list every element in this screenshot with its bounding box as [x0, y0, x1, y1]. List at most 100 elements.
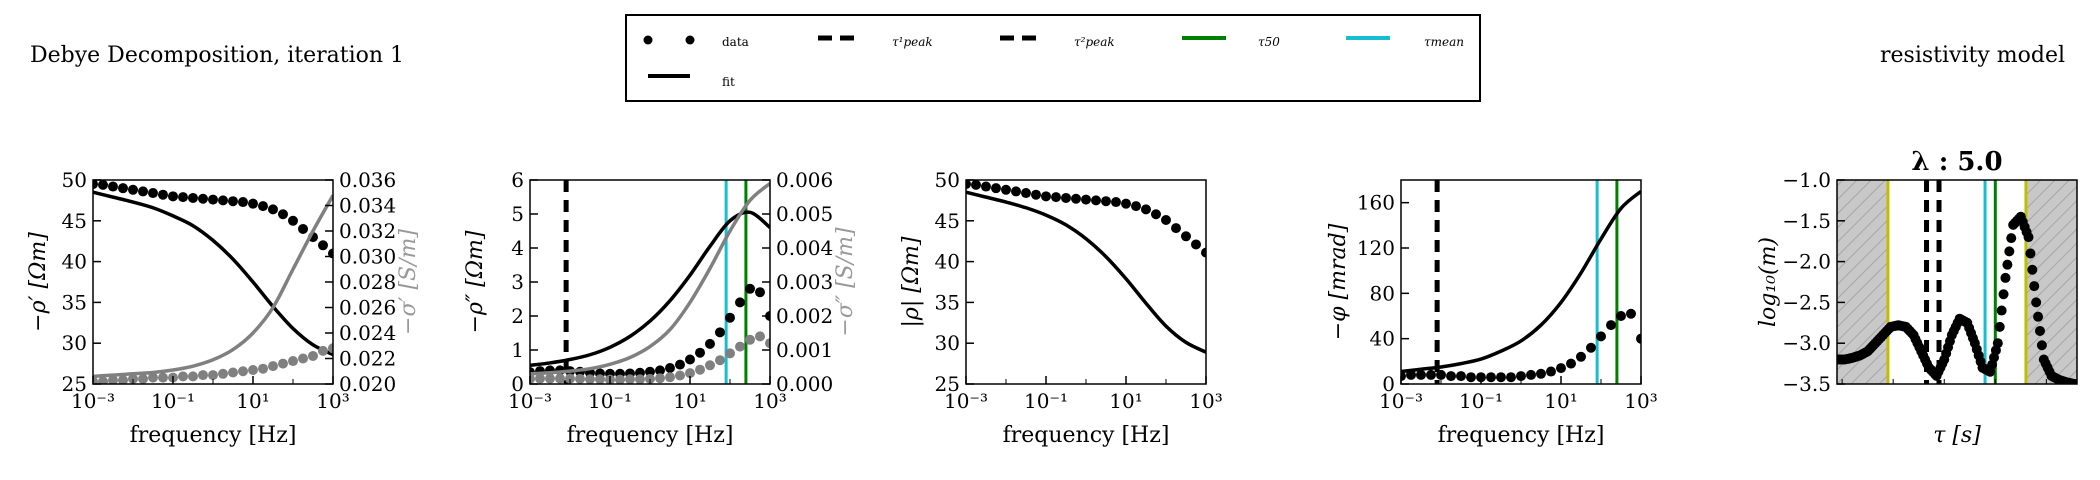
y-tick-label: 35	[62, 290, 87, 314]
data-point	[117, 183, 128, 194]
chart-phase: 10⁻³ 10⁻¹ 10¹ 10³ 0 40 80 120 160 frequency [Hz] −…	[1326, 179, 1658, 448]
series-line-1	[93, 190, 333, 357]
data-point	[1615, 311, 1626, 321]
data-point	[218, 195, 229, 206]
y-tick-label: 0	[511, 372, 524, 396]
data-point	[1401, 371, 1406, 382]
data-point	[1998, 289, 2009, 300]
data-point	[157, 372, 168, 383]
y-axis-label: |ρ| [Ωm]	[899, 236, 924, 327]
legend-label-tau50: τ50	[1258, 35, 1280, 49]
data-point	[1446, 371, 1457, 382]
data-point	[1505, 372, 1516, 383]
data-point	[277, 209, 288, 220]
data-point	[298, 353, 309, 364]
legend-label-taumean: τmean	[1424, 35, 1464, 49]
data-point	[980, 181, 991, 192]
legend-label-peak1: τ¹peak	[892, 35, 933, 49]
x-tick-label: 10³	[1624, 389, 1657, 413]
chart-title: λ : 5.0	[1911, 147, 2002, 177]
data-point	[1030, 189, 1041, 200]
data-point	[1996, 305, 2007, 316]
data-point	[307, 350, 318, 361]
axes-frame	[92, 179, 334, 385]
legend-frame	[625, 14, 1481, 102]
data-point	[704, 338, 715, 349]
data-point	[1545, 366, 1556, 377]
x-tick-label: 10⁻³	[944, 389, 988, 413]
y2-tick-label: 0.003	[776, 270, 833, 294]
x-tick-label: 10⁻³	[1379, 389, 1423, 413]
y-axis-label: −ρ″ [Ωm]	[463, 230, 488, 333]
data-point	[735, 341, 746, 352]
data-point	[1001, 184, 1011, 195]
data-point	[1436, 369, 1446, 380]
data-point	[704, 360, 715, 371]
data-point	[695, 364, 706, 375]
x-tick-label: 10⁻¹	[151, 389, 195, 413]
y2-tick-label: 0.028	[339, 270, 396, 294]
y-axis-label: −ρ′ [Ωm]	[26, 232, 51, 332]
data-point	[664, 363, 675, 374]
data-point	[1486, 372, 1497, 383]
data-point	[1011, 186, 1022, 197]
data-point	[1091, 195, 1102, 206]
data-point	[208, 370, 218, 381]
data-point	[1161, 214, 1171, 225]
data-point	[1150, 209, 1161, 220]
x-tick-label: 10¹	[1109, 389, 1142, 413]
data-point	[544, 373, 555, 384]
y-tick-label: 80	[1370, 281, 1395, 305]
plot-area	[530, 180, 770, 384]
data-point	[2006, 233, 2017, 244]
data-point	[1465, 372, 1476, 383]
series-line-1	[530, 210, 770, 368]
model-title: resistivity model	[1880, 43, 2065, 68]
data-point	[2036, 340, 2047, 351]
data-point	[187, 192, 198, 203]
y-tick-label: 50	[935, 168, 960, 192]
y-tick-label: 30	[62, 331, 87, 355]
y-tick-label: 0	[1382, 372, 1395, 396]
x-axis-label: frequency [Hz]	[1438, 423, 1605, 448]
data-point	[1081, 194, 1091, 205]
plot-area	[1837, 180, 2077, 384]
data-point	[735, 297, 746, 308]
data-point	[714, 355, 725, 366]
x-axis-label: frequency [Hz]	[1003, 423, 1170, 448]
y2-tick-label: 0.002	[776, 304, 833, 328]
x-tick-label: 10⁻³	[508, 389, 552, 413]
data-point	[2023, 232, 2034, 243]
data-point	[267, 361, 278, 372]
data-point	[554, 373, 565, 384]
y-tick-label: −2.5	[1782, 290, 1831, 314]
data-point	[990, 183, 1001, 194]
data-point	[1041, 191, 1051, 202]
data-point	[267, 204, 278, 215]
data-point	[1171, 223, 1182, 234]
y-tick-label: 25	[935, 372, 960, 396]
data-point	[674, 370, 685, 381]
data-point	[685, 354, 695, 365]
data-point	[725, 348, 735, 359]
data-point	[1131, 201, 1142, 212]
data-point	[966, 180, 971, 190]
y2-axis-label: −σ″ [S/m]	[833, 227, 858, 337]
x-axis-label: frequency [Hz]	[567, 423, 734, 448]
y-tick-label: 40	[1370, 327, 1395, 351]
x-tick-label: 10⁻³	[71, 389, 115, 413]
data-point	[1516, 371, 1526, 382]
y-tick-label: 45	[935, 209, 960, 233]
data-point	[2034, 325, 2045, 336]
data-point	[178, 371, 189, 382]
data-point	[1051, 192, 1062, 203]
data-point	[754, 287, 765, 298]
data-point	[93, 180, 98, 190]
data-point	[1556, 363, 1566, 374]
data-point	[178, 192, 189, 203]
axes-frame	[1836, 179, 2078, 385]
y-tick-label: 40	[62, 250, 87, 274]
data-point	[258, 363, 269, 374]
data-point	[535, 373, 546, 384]
